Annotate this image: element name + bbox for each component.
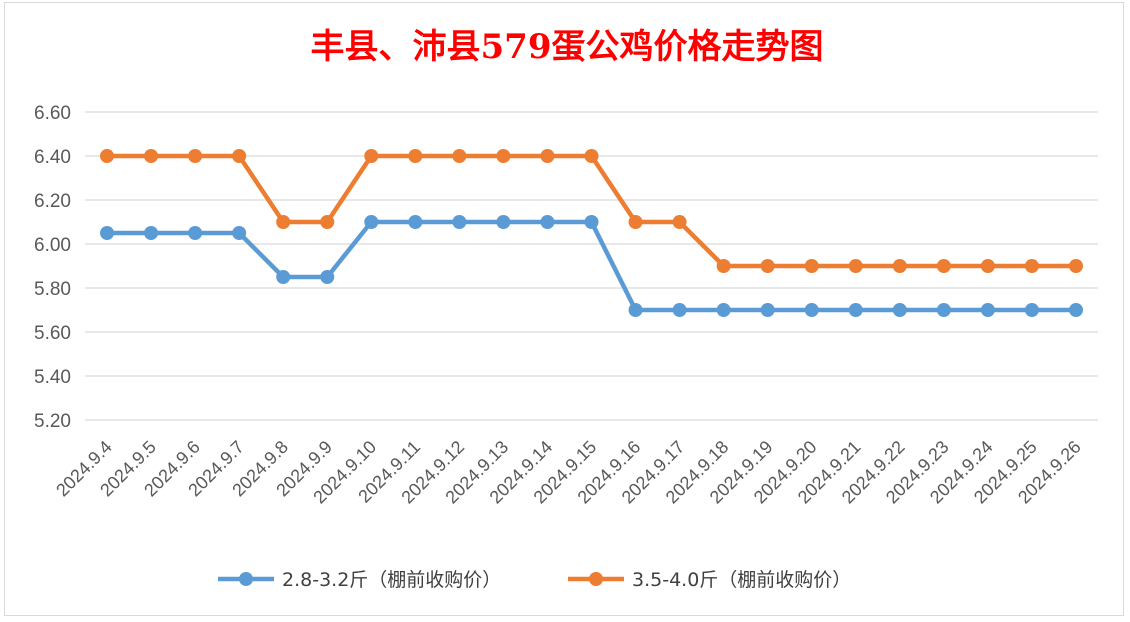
data-point	[716, 259, 731, 273]
data-point	[848, 259, 863, 273]
data-point	[672, 215, 687, 229]
series-layer	[100, 149, 1083, 317]
data-point	[100, 226, 115, 240]
chart-frame: 丰县、沛县579蛋公鸡价格走势图 6.60 6.40 6.20 6.00 5.80 5.6…	[4, 2, 1124, 616]
data-point	[1068, 303, 1083, 317]
legend: 2.8-3.2斤（棚前收购价） 3.5-4.0斤（棚前收购价）	[218, 569, 851, 591]
data-point	[540, 149, 555, 163]
data-point	[496, 215, 511, 229]
chart-title: 丰县、沛县579蛋公鸡价格走势图	[311, 27, 824, 67]
data-point	[716, 303, 731, 317]
data-point	[584, 149, 599, 163]
data-point	[936, 303, 951, 317]
y-tick-label: 5.40	[34, 367, 71, 388]
data-point	[672, 303, 687, 317]
data-point	[144, 226, 159, 240]
data-point	[100, 149, 115, 163]
data-point	[232, 226, 247, 240]
line-chart: 丰县、沛县579蛋公鸡价格走势图 6.60 6.40 6.20 6.00 5.80 5.6…	[34, 27, 1098, 591]
data-point	[584, 215, 599, 229]
data-point	[496, 149, 511, 163]
data-point	[1068, 259, 1083, 273]
data-point	[980, 303, 995, 317]
data-point	[452, 149, 467, 163]
data-point	[892, 303, 907, 317]
y-tick-label: 6.40	[34, 147, 71, 168]
series-line	[107, 153, 1076, 269]
data-point	[760, 259, 775, 273]
data-point	[452, 215, 467, 229]
y-tick-label: 5.20	[34, 411, 71, 432]
y-tick-label: 6.60	[34, 103, 71, 124]
data-point	[628, 303, 643, 317]
data-point	[804, 303, 819, 317]
legend-label: 2.8-3.2斤（棚前收购价）	[282, 569, 501, 591]
data-point	[364, 149, 379, 163]
data-point	[188, 226, 203, 240]
legend-item: 3.5-4.0斤（棚前收购价）	[568, 569, 851, 591]
legend-marker	[589, 572, 603, 586]
y-tick-label: 6.20	[34, 191, 71, 212]
data-point	[892, 259, 907, 273]
y-tick-label: 5.80	[34, 279, 71, 300]
data-point	[980, 259, 995, 273]
data-point	[408, 215, 423, 229]
data-point	[628, 215, 643, 229]
data-point	[232, 149, 247, 163]
legend-label: 3.5-4.0斤（棚前收购价）	[632, 569, 851, 591]
series-1	[100, 215, 1083, 317]
data-point	[408, 149, 423, 163]
data-point	[144, 149, 159, 163]
gridlines	[85, 111, 1098, 421]
data-point	[320, 215, 335, 229]
legend-marker	[239, 572, 253, 586]
x-axis-ticks: 2024.9.42024.9.52024.9.62024.9.72024.9.8…	[52, 437, 1085, 508]
series-2	[100, 149, 1083, 273]
data-point	[936, 259, 951, 273]
data-point	[320, 270, 335, 284]
data-point	[276, 215, 291, 229]
data-point	[848, 303, 863, 317]
y-axis-ticks: 6.60 6.40 6.20 6.00 5.80 5.60 5.40 5.20	[34, 103, 71, 432]
data-point	[1024, 259, 1039, 273]
data-point	[276, 270, 291, 284]
data-point	[760, 303, 775, 317]
data-point	[1024, 303, 1039, 317]
y-tick-label: 5.60	[34, 323, 71, 344]
data-point	[188, 149, 203, 163]
y-tick-label: 6.00	[34, 235, 71, 256]
data-point	[540, 215, 555, 229]
data-point	[364, 215, 379, 229]
data-point	[804, 259, 819, 273]
legend-item: 2.8-3.2斤（棚前收购价）	[218, 569, 501, 591]
